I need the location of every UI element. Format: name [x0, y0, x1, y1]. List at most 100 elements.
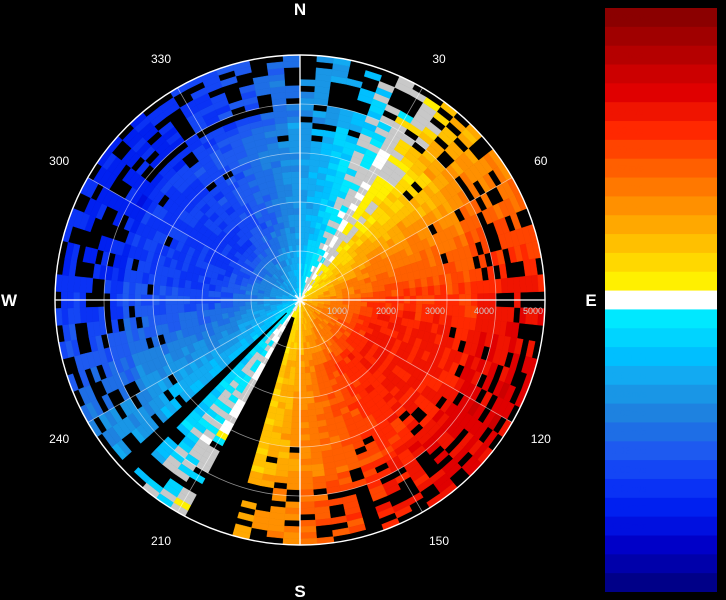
velocity-cell [290, 171, 301, 179]
azimuth-spoke [177, 87, 301, 301]
velocity-cell [299, 366, 306, 374]
velocity-cell [299, 207, 307, 215]
velocity-cell [122, 281, 130, 295]
velocity-cell [293, 385, 301, 393]
legend-swatch [605, 234, 717, 254]
velocity-cell [283, 183, 293, 192]
legend-swatch [605, 365, 717, 386]
velocity-cell [304, 372, 312, 380]
velocity-cell [299, 421, 310, 429]
velocity-cell [363, 70, 382, 82]
velocity-cell [280, 159, 291, 167]
velocity-cell [482, 279, 491, 294]
velocity-cell [183, 303, 191, 313]
velocity-cell [283, 220, 291, 229]
velocity-cell [500, 306, 509, 323]
velocity-cell [140, 283, 148, 295]
velocity-cell [439, 284, 448, 296]
velocity-cell [288, 458, 301, 466]
velocity-cell [289, 434, 301, 442]
legend-label: -3.33m/s [608, 390, 647, 401]
velocity-cell [354, 293, 362, 299]
velocity-cell [281, 214, 290, 223]
legend-swatch [605, 215, 717, 235]
velocity-cell [293, 379, 301, 387]
velocity-cell [506, 277, 515, 293]
velocity-cell [409, 287, 417, 297]
velocity-cell [366, 302, 374, 308]
velocity-cell [384, 103, 401, 117]
velocity-cell [110, 318, 120, 334]
legend-label: 4.67m/s [608, 164, 644, 175]
velocity-cell [307, 177, 318, 186]
velocity-cell [158, 285, 167, 296]
velocity-cell [165, 285, 173, 296]
velocity-cell [140, 305, 148, 317]
legend-label: -1.33m/s [608, 333, 647, 344]
velocity-cell [299, 403, 308, 411]
velocity-cell [290, 428, 301, 436]
velocity-cell [509, 353, 521, 371]
velocity-cell [304, 366, 311, 374]
legend-label: 9.33m/s [608, 32, 644, 43]
velocity-cell [112, 211, 125, 227]
velocity-cell [299, 519, 317, 527]
velocity-cell [281, 421, 292, 429]
velocity-cell [284, 507, 301, 515]
velocity-cell [500, 277, 509, 294]
velocity-cell [305, 384, 314, 392]
legend-swatch [605, 347, 717, 367]
velocity-cell [403, 303, 411, 312]
velocity-cell [158, 304, 167, 315]
legend-swatch [605, 83, 717, 103]
velocity-cell [284, 402, 293, 411]
velocity-cell [286, 103, 301, 111]
velocity-cell [315, 518, 332, 527]
velocity-cell [294, 220, 301, 227]
velocity-cell [299, 103, 314, 111]
legend-label: 0.67m/s [608, 277, 644, 288]
legend-swatch [605, 290, 717, 310]
velocity-cell [287, 214, 295, 222]
legend-label: -7.33m/s [608, 503, 647, 514]
velocity-cell [299, 220, 306, 227]
velocity-cell [498, 263, 508, 280]
velocity-cell [292, 403, 301, 411]
velocity-cell [299, 495, 315, 503]
velocity-cell [299, 195, 308, 203]
legend-swatch [605, 102, 717, 122]
azimuth-spoke [87, 299, 301, 423]
velocity-cell [302, 342, 308, 350]
legend-swatch [605, 516, 717, 536]
velocity-cell [421, 286, 429, 296]
velocity-cell [290, 421, 301, 429]
velocity-cell [299, 507, 316, 515]
velocity-cell [232, 306, 240, 312]
legend-swatch [605, 271, 717, 292]
velocity-cell [299, 458, 312, 466]
velocity-cell [458, 305, 466, 318]
velocity-cell [415, 286, 423, 297]
velocity-cell [312, 110, 327, 119]
angle-label: 240 [49, 432, 69, 446]
velocity-cell [286, 201, 294, 210]
velocity-cell [237, 511, 255, 522]
velocity-cell [299, 489, 314, 497]
velocity-cell [263, 300, 270, 305]
velocity-cell [299, 531, 317, 540]
velocity-cell [366, 292, 374, 298]
velocity-cell [135, 160, 151, 176]
velocity-cell [158, 121, 175, 137]
velocity-cell [452, 283, 460, 295]
velocity-cell [288, 134, 301, 142]
velocity-cell [506, 307, 515, 323]
velocity-cell [342, 294, 350, 299]
velocity-cell [299, 525, 317, 534]
cardinal-label: W [1, 291, 18, 310]
legend-swatch [605, 384, 717, 405]
velocity-cell [287, 128, 301, 136]
velocity-cell [376, 467, 393, 480]
velocity-cell [286, 116, 301, 124]
velocity-cell [310, 377, 319, 386]
angle-label: 330 [151, 52, 171, 66]
